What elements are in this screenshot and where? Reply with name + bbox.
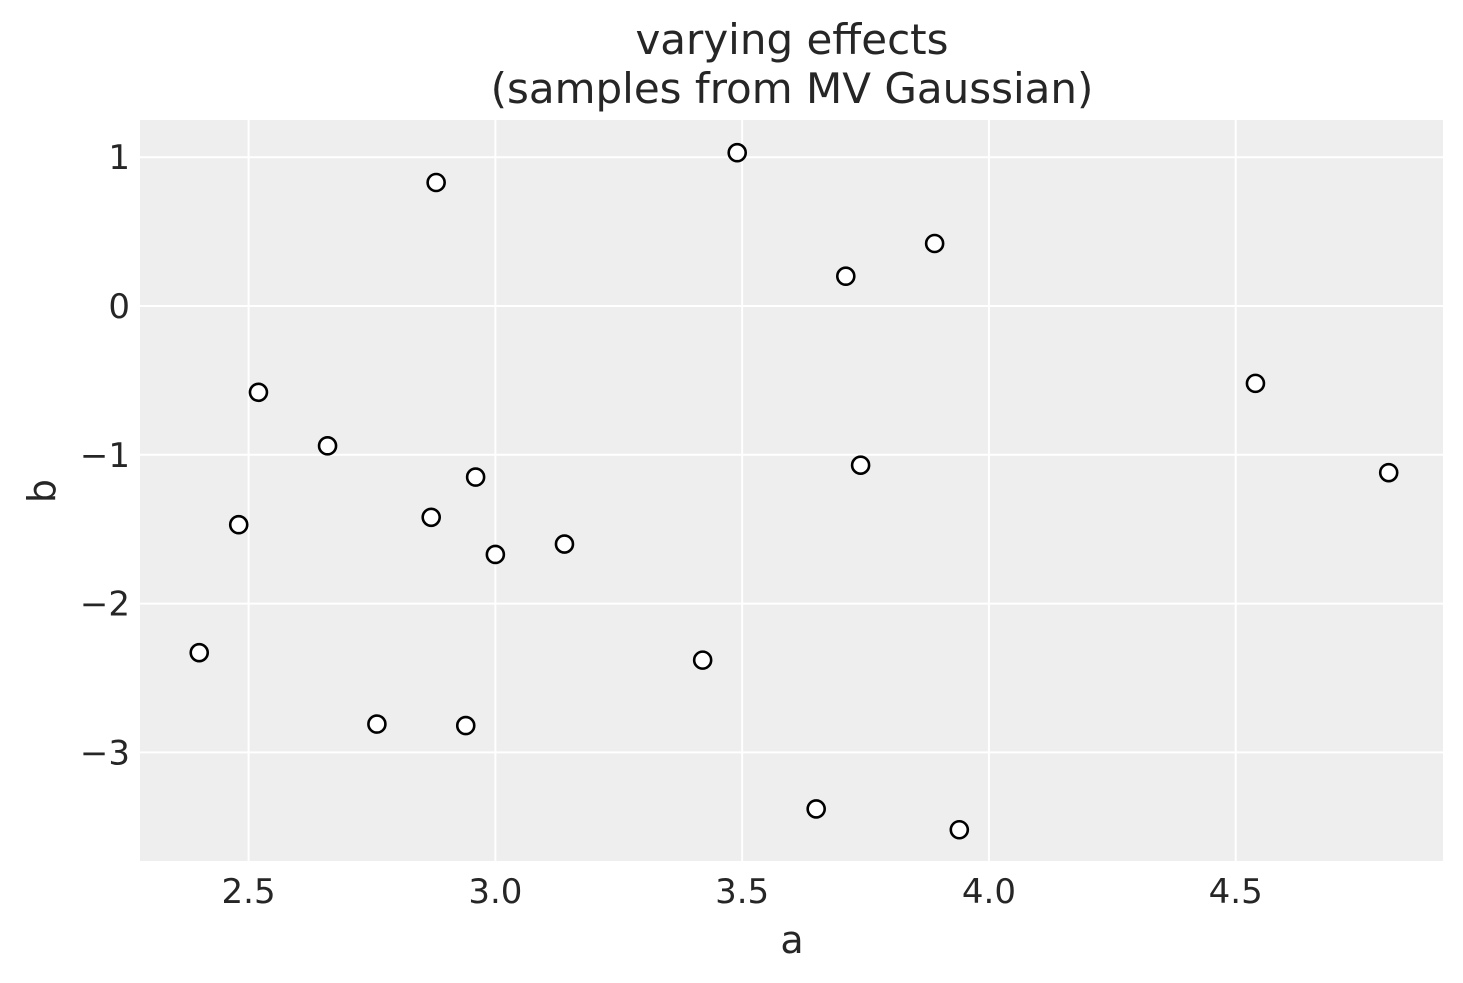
y-axis-label: b [20,479,64,503]
data-point [421,507,442,528]
chart-title-line-2: (samples from MV Gaussian) [491,64,1094,113]
y-tick-label: −1 [80,436,130,476]
data-point [426,172,446,193]
x-tick-label: 4.5 [1209,872,1263,912]
data-point [835,266,856,287]
data-point [367,714,387,734]
data-point [924,233,945,254]
data-point [727,142,748,163]
x-tick-label: 4.0 [962,872,1016,912]
data-point [692,650,713,670]
data-point [189,642,210,663]
data-point [228,514,249,535]
x-tick-label: 3.5 [715,872,769,912]
plot-area [140,120,1443,861]
data-point [806,799,826,819]
data-point [248,382,269,403]
y-tick-label: −3 [80,733,130,773]
data-point [949,819,970,840]
y-tick-label: 0 [108,287,130,327]
chart-title-line-1: varying effects [635,15,948,64]
x-tick-labels: 2.5 3.0 3.5 4.0 4.5 [222,872,1263,912]
x-tick-label: 2.5 [222,872,276,912]
data-point [465,467,486,487]
data-points [189,142,1399,840]
data-point [850,455,871,476]
data-point [1378,462,1399,483]
y-tick-label: 1 [108,138,130,178]
data-point [1245,373,1266,394]
data-point [554,534,575,554]
data-point [317,436,338,456]
y-tick-label: −2 [80,585,130,625]
data-point [455,715,476,736]
x-axis-label: a [780,918,803,962]
grid-lines [140,120,1443,861]
data-point [485,544,506,565]
y-tick-labels: 1 0 −1 −2 −3 [80,138,130,773]
x-tick-label: 3.0 [468,872,522,912]
